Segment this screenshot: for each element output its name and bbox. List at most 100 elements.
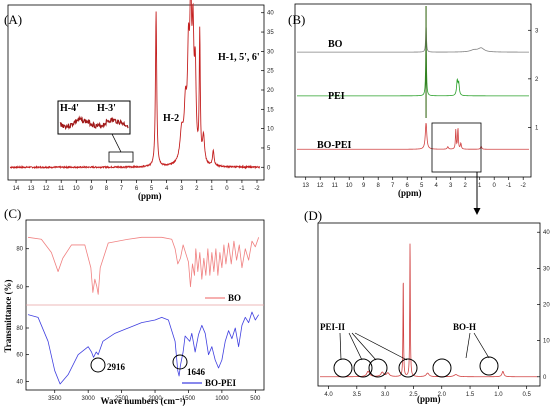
panel-b-xtick-label: 11 xyxy=(332,183,339,189)
panel-c-xlabel: Wave numbers (cm⁻¹) xyxy=(101,396,186,406)
panel-d-xtick-label: 3.5 xyxy=(353,392,362,398)
annotation-bo-h: BO-H xyxy=(453,322,476,332)
panel-d-xlabel: (ppm) xyxy=(417,394,441,404)
panel-c-ytick-label: 80 xyxy=(16,247,23,253)
panel-d-ytick-label: 10 xyxy=(543,339,550,345)
panel-a-xtick-label: 4 xyxy=(165,186,169,192)
legend-c-bo: BO xyxy=(228,293,241,303)
panel-d-xtick-label: 2.5 xyxy=(409,392,418,398)
panel-a-xtick-label: 9 xyxy=(90,186,94,192)
panel-c-xtick-label: 2000 xyxy=(148,396,162,402)
panel-a-ytick-label: 20 xyxy=(267,88,274,94)
panel-c-xtick-label: 1000 xyxy=(215,396,229,402)
series-line-b-0 xyxy=(297,25,529,53)
panel-b-xtick-label: 5 xyxy=(420,183,424,189)
panel-d-circles xyxy=(333,356,499,378)
panel-c-ytick-label: 40 xyxy=(16,379,23,385)
circle-pei-4 xyxy=(398,358,418,378)
circle-pei-3 xyxy=(368,358,388,378)
panel-a-ytick-label: 10 xyxy=(267,127,274,133)
panel-d-ytick-label: 40 xyxy=(543,230,550,236)
annotation-h1-5-6: H-1, 5', 6' xyxy=(218,52,260,63)
panel-a-zoom-box xyxy=(108,151,134,163)
annotation-h2: H-2 xyxy=(163,113,179,124)
panel-d-plot: 4.0 3.5 3.0 2.5 2.0 1.5 1.0 0.5 0 10 20 30 40 xyxy=(320,230,550,398)
panel-a-xtick-label: 6 xyxy=(135,186,139,192)
legend-bo-pei: BO-PEI xyxy=(317,140,352,151)
panel-d-ytick-label: 20 xyxy=(543,303,550,309)
legend-pei: PEI xyxy=(328,91,345,102)
circle-pei-1 xyxy=(333,358,353,378)
panel-a-inset-frame xyxy=(57,100,131,135)
panel-d-ytick-label: 0 xyxy=(543,375,547,381)
annotation-pei-ii: PEI-II xyxy=(320,322,346,332)
circle-pei-2 xyxy=(353,358,373,378)
panel-a-ytick-label: 40 xyxy=(267,11,274,17)
panel-b-xtick-label: 12 xyxy=(317,183,324,189)
panel-b-xtick-label: 0 xyxy=(493,183,497,189)
panel-b-ytick-label: 3 xyxy=(535,28,539,34)
panel-c-xtick-label: 1500 xyxy=(182,396,196,402)
panel-a-ytick-label: 25 xyxy=(267,69,274,75)
circle-bo-h-1 xyxy=(432,358,452,378)
panel-a-xtick-label: 3 xyxy=(180,186,184,192)
panel-a-ytick-label: 0 xyxy=(267,165,271,171)
panel-b-xtick-label: 8 xyxy=(377,183,381,189)
panel-a-zoom-connector xyxy=(111,133,122,153)
annotation-2916: 2916 xyxy=(107,362,126,372)
panel-a-ytick-label: 5 xyxy=(267,146,271,152)
panel-d-xtick-label: 3.0 xyxy=(381,392,390,398)
panel-b-xtick-label: 3 xyxy=(449,183,453,189)
panel-b-ytick-label: 2 xyxy=(535,77,539,83)
panel-a-ytick-label: 30 xyxy=(267,49,274,55)
series-line-c-0 xyxy=(27,236,260,295)
panel-b-label: (B) xyxy=(288,12,305,27)
panel-d-xtick-label: 2.0 xyxy=(438,392,447,398)
panel-b-frame xyxy=(294,3,532,178)
panel-a: (A) 14 13 12 11 10 9 8 7 6 5 4 3 2 1 0 -1 -2051015202530… xyxy=(4,0,274,201)
panel-a-inset-trace xyxy=(59,115,129,131)
panel-a-xtick-label: 7 xyxy=(120,186,124,192)
series-line-d xyxy=(320,243,538,378)
panel-a-label: (A) xyxy=(4,12,22,27)
panel-a-xtick-label: 10 xyxy=(73,186,80,192)
panel-b-xtick-label: 1 xyxy=(478,183,482,189)
zoom-arrow-head-icon xyxy=(473,208,481,215)
panel-d-frame xyxy=(317,222,541,387)
panel-a-xtick-label: 13 xyxy=(28,186,35,192)
panel-c-ytick-label: 80 xyxy=(16,326,23,332)
annotation-h4: H-4' xyxy=(60,103,79,114)
panel-c-xtick-label: 3000 xyxy=(81,396,95,402)
panel-b-xtick-label: 4 xyxy=(435,183,439,189)
panel-a-xtick-label: 8 xyxy=(105,186,109,192)
panel-d-xtick-label: 4.0 xyxy=(324,392,333,398)
panel-d-xtick-label: 1.0 xyxy=(494,392,503,398)
panel-c: (C) 60 80 40 60 80 3500 3000 2500 2000 1500 1000 50… xyxy=(3,206,265,406)
panel-a-xtick-label: 1 xyxy=(210,186,214,192)
panel-a-xtick-label: 0 xyxy=(225,186,229,192)
marker-1646 xyxy=(172,354,188,370)
circle-bo-h-2 xyxy=(479,356,499,376)
panel-a-xtick-label: 2 xyxy=(195,186,199,192)
panel-a-xtick-label: -1 xyxy=(239,186,245,192)
panel-d-label: (D) xyxy=(304,208,322,223)
panel-b-zoom-box xyxy=(431,122,482,173)
panel-a-xtick-label: -2 xyxy=(254,186,260,192)
panel-b-xtick-label: 2 xyxy=(464,183,468,189)
panel-c-xtick-label: 3500 xyxy=(48,396,62,402)
panel-a-xtick-label: 11 xyxy=(58,186,65,192)
panel-b-xtick-label: 9 xyxy=(362,183,366,189)
marker-2916 xyxy=(90,357,106,373)
panel-c-plot: 60 80 40 60 80 3500 3000 2500 2000 1500 1000 500 xyxy=(16,236,264,402)
panel-b-xtick-label: -2 xyxy=(521,183,527,189)
pei-ii-pointers xyxy=(339,332,490,361)
panel-b-xtick-label: 10 xyxy=(346,183,353,189)
panel-c-xtick-label: 500 xyxy=(250,396,261,402)
panel-b-xtick-label: 6 xyxy=(406,183,410,189)
panel-c-xtick-label: 2500 xyxy=(115,396,129,402)
panel-a-frame xyxy=(7,4,265,181)
panel-b-xtick-label: -1 xyxy=(506,183,512,189)
